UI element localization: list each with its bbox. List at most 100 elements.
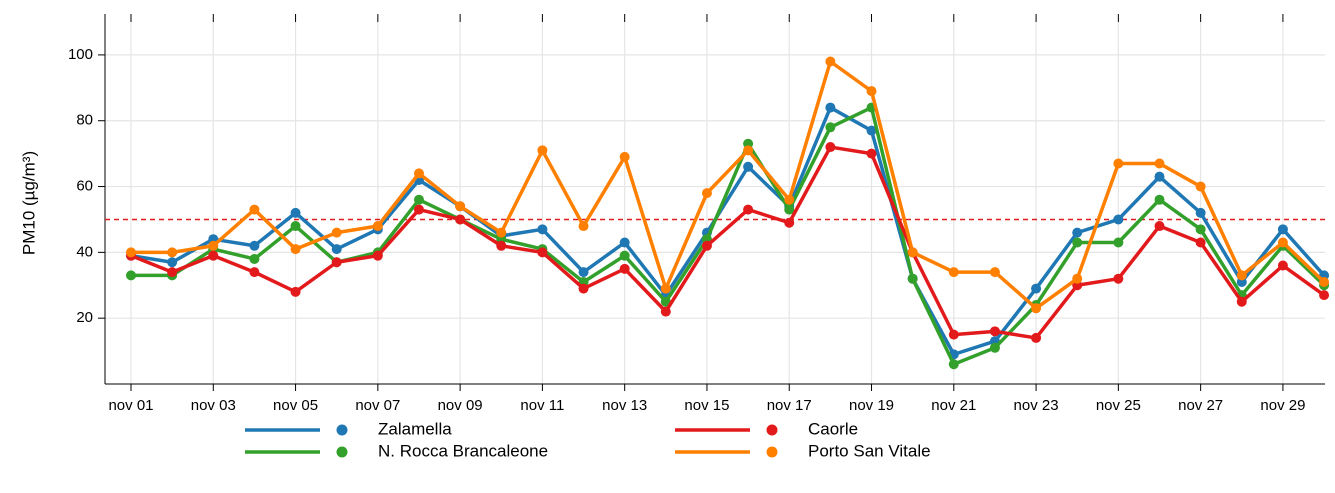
data-point: [1113, 237, 1124, 248]
x-tick-label: nov 15: [684, 397, 729, 414]
x-tick-label: nov 23: [1014, 397, 1059, 414]
data-point: [1113, 158, 1124, 169]
data-point: [290, 244, 301, 255]
x-tick-label: nov 05: [273, 397, 318, 414]
data-point: [866, 86, 877, 97]
data-point: [1154, 194, 1165, 205]
data-point: [208, 250, 219, 261]
data-point: [1195, 207, 1206, 218]
x-tick-label: nov 29: [1260, 397, 1305, 414]
legend-dot: [766, 424, 778, 436]
x-tick-label: nov 01: [108, 397, 153, 414]
data-point: [126, 270, 136, 281]
data-point: [372, 250, 383, 261]
x-tick-label: nov 19: [849, 397, 894, 414]
legend-label: Zalamella: [378, 419, 452, 438]
series-line: [131, 105, 1326, 367]
data-point: [290, 207, 301, 218]
data-point: [1031, 303, 1042, 314]
data-point: [825, 142, 836, 153]
data-point: [249, 253, 260, 264]
data-point: [743, 161, 754, 172]
data-point: [249, 240, 260, 251]
data-point: [496, 240, 507, 251]
x-tick-label: nov 09: [438, 397, 483, 414]
data-point: [907, 273, 918, 284]
data-point: [1072, 227, 1083, 238]
legend-dot: [336, 424, 348, 436]
data-point: [1277, 260, 1288, 271]
data-point: [1195, 237, 1206, 248]
data-point: [167, 267, 178, 278]
y-tick-label: 80: [76, 112, 93, 129]
data-point: [743, 145, 754, 156]
data-point: [455, 201, 466, 212]
data-point: [578, 267, 589, 278]
data-point: [619, 151, 630, 162]
data-point: [743, 204, 754, 215]
data-point: [660, 283, 671, 294]
series-line: [130, 145, 1326, 340]
data-point: [290, 221, 301, 232]
data-point: [249, 204, 260, 215]
data-point: [1072, 273, 1083, 284]
data-point: [455, 214, 466, 225]
data-point: [537, 224, 548, 235]
data-point: [1072, 237, 1083, 248]
data-point: [1154, 158, 1165, 169]
y-tick-label: 20: [76, 309, 93, 326]
data-point: [1154, 171, 1165, 182]
data-point: [619, 263, 630, 274]
data-point: [825, 102, 836, 113]
legend-label: Porto San Vitale: [808, 441, 931, 460]
y-axis-label: PM10 (µg/m³): [19, 151, 38, 255]
data-point: [948, 329, 959, 340]
data-point: [825, 122, 836, 133]
data-point: [1195, 224, 1206, 235]
legend-label: Caorle: [808, 419, 858, 438]
data-point: [1319, 276, 1330, 287]
data-point: [1031, 283, 1042, 294]
data-point: [784, 194, 795, 205]
data-point: [1113, 214, 1124, 225]
x-tick-label: nov 21: [931, 397, 976, 414]
data-point: [948, 267, 959, 278]
data-point: [290, 286, 301, 297]
legend-label: N. Rocca Brancaleone: [378, 441, 548, 460]
data-point: [660, 306, 671, 317]
series-line: [130, 105, 1326, 357]
data-point: [701, 188, 712, 199]
legend-dot: [766, 446, 778, 458]
data-point: [413, 204, 424, 215]
data-point: [413, 168, 424, 179]
data-point: [989, 267, 1000, 278]
data-point: [1031, 332, 1042, 343]
x-tick-label: nov 07: [355, 397, 400, 414]
data-point: [126, 247, 136, 258]
data-point: [1236, 296, 1247, 307]
data-point: [331, 244, 342, 255]
data-point: [1277, 224, 1288, 235]
x-tick-label: nov 11: [520, 397, 564, 414]
data-point: [208, 240, 219, 251]
data-point: [331, 257, 342, 268]
y-tick-label: 40: [76, 243, 93, 260]
data-point: [948, 359, 959, 370]
data-point: [413, 194, 424, 205]
data-point: [784, 204, 795, 215]
data-point: [989, 326, 1000, 337]
data-point: [372, 221, 383, 232]
legend-dot: [336, 446, 348, 458]
x-tick-label: nov 13: [602, 397, 647, 414]
data-point: [784, 217, 795, 228]
x-tick-label: nov 03: [191, 397, 236, 414]
x-tick-label: nov 17: [767, 397, 812, 414]
x-tick-label: nov 27: [1178, 397, 1223, 414]
data-point: [249, 267, 260, 278]
data-point: [1195, 181, 1206, 192]
data-point: [167, 247, 178, 258]
data-point: [578, 221, 589, 232]
y-tick-label: 60: [76, 178, 93, 195]
data-point: [866, 148, 877, 159]
data-point: [167, 257, 178, 268]
